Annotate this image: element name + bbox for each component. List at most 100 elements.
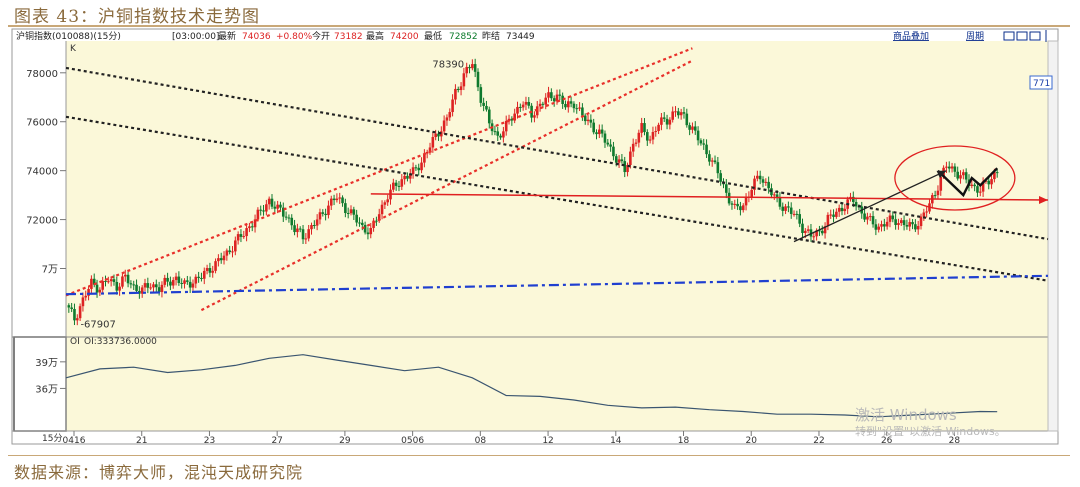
vertical-scrollbar[interactable]: [1047, 40, 1059, 432]
candle-body: [547, 92, 550, 98]
candle-body: [885, 221, 889, 227]
x-axis-ticks: 0416 21 23 27 29 0506 08 12 14 18 20 22 26 28: [63, 431, 960, 446]
period-button[interactable]: 周期: [966, 31, 984, 42]
candle-body: [417, 167, 421, 171]
candle-body: [727, 192, 731, 204]
y-tick-label: 74000: [26, 167, 58, 178]
candle-body: [524, 101, 528, 105]
candle-body: [197, 276, 200, 278]
x-tick-label: 29: [339, 436, 351, 446]
candle-body: [993, 172, 996, 180]
candle-body: [194, 276, 198, 284]
candle-body: [789, 207, 793, 214]
candle-body: [835, 211, 838, 217]
oi-panel-label: OI: [70, 337, 80, 347]
chart-header: 沪铜指数(010088)(15分) [03:00:00] 最新 74036 +0…: [16, 30, 1047, 42]
candle-body: [242, 236, 246, 238]
candle-body: [434, 133, 437, 138]
candle-body: [293, 225, 296, 233]
candle-body: [781, 206, 785, 211]
candle-body: [121, 276, 124, 287]
candle-body: [643, 123, 646, 133]
prev-settle-value: 73449: [506, 32, 535, 42]
candle-body: [225, 250, 229, 256]
candle-body: [298, 228, 302, 230]
candle-body: [346, 212, 350, 214]
candle-body: [634, 142, 638, 144]
candle-body: [981, 181, 985, 192]
candle-body: [163, 277, 167, 285]
candle-body: [437, 133, 440, 137]
candle-body: [177, 276, 181, 283]
candle-body: [566, 101, 570, 108]
candle-body: [911, 222, 914, 225]
grid-view-icon[interactable]: [1003, 31, 1015, 41]
price-badge: [1029, 75, 1053, 90]
candle-body: [535, 106, 539, 116]
candle-body: [798, 214, 801, 224]
candle-body: [420, 162, 423, 171]
candle-body: [107, 281, 110, 283]
candle-body: [372, 220, 375, 228]
view-toggle-icons[interactable]: [1003, 30, 1047, 42]
candle-body: [335, 198, 339, 201]
candle-body: [959, 175, 962, 179]
candle-body: [358, 222, 361, 224]
candle-body: [262, 210, 265, 212]
candle-body: [617, 159, 621, 163]
overlay-commodity-button[interactable]: 商品叠加: [893, 30, 929, 42]
candle-body: [465, 66, 469, 74]
candle-body: [665, 118, 669, 125]
candle-body: [487, 109, 491, 124]
candle-body: [863, 213, 866, 220]
candle-body: [801, 223, 804, 234]
x-tick-label: 18: [678, 436, 690, 446]
candle-body: [290, 217, 294, 226]
candle-body: [411, 167, 415, 175]
candle-body: [902, 220, 906, 226]
candle-body: [832, 214, 835, 217]
candle-body: [341, 197, 344, 204]
candle-body: [603, 133, 607, 143]
candle-body: [485, 105, 488, 110]
candle-body: [818, 230, 821, 232]
candle-body: [154, 284, 158, 288]
candle-body: [761, 179, 765, 183]
prev-settle-label: 昨结: [482, 30, 500, 42]
list-view-icon[interactable]: [1029, 31, 1041, 41]
candle-body: [708, 154, 711, 162]
candle-body: [104, 280, 107, 282]
main-panel-label: K: [70, 44, 77, 54]
candle-body: [671, 111, 674, 120]
candle-body: [569, 101, 573, 104]
oi-plot-area: [66, 337, 1048, 431]
candle-body: [493, 131, 497, 133]
candle-body: [392, 182, 395, 190]
candle-body: [682, 112, 686, 114]
candle-body: [674, 111, 677, 113]
candle-body: [651, 132, 655, 140]
x-tick-label: 22: [813, 436, 824, 446]
candle-body: [140, 287, 144, 294]
candle-body: [750, 189, 754, 197]
trendline-red-dotted: [65, 47, 693, 297]
candle-body: [933, 195, 937, 197]
period-label: 15分: [42, 433, 62, 444]
candle-body: [640, 123, 643, 133]
candle-body: [561, 95, 564, 104]
candle-body: [767, 181, 770, 189]
low-price-label: -67907: [80, 320, 115, 331]
candle-body: [403, 175, 406, 180]
candle-body: [612, 146, 615, 157]
candle-body: [157, 287, 161, 293]
candle-body: [321, 212, 325, 214]
candle-body: [279, 204, 282, 208]
candle-body: [479, 87, 483, 103]
low-label: 最低: [424, 30, 442, 42]
candle-body: [214, 261, 217, 271]
split-view-icon[interactable]: [1016, 31, 1028, 41]
x-tick-label: 08: [475, 436, 487, 446]
candle-body: [662, 117, 666, 119]
candle-body: [939, 176, 943, 191]
candle-body: [598, 129, 601, 135]
